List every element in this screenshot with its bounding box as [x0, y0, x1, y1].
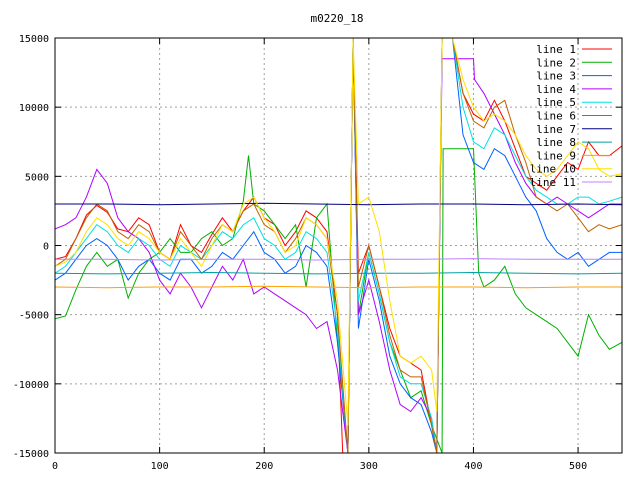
legend-label-7: line 7	[536, 123, 576, 136]
legend-label-4: line 4	[536, 83, 576, 96]
legend-label-3: line 3	[536, 70, 576, 83]
x-tick-label: 100	[151, 461, 169, 472]
x-tick-label: 0	[52, 461, 58, 472]
x-tick-label: 200	[255, 461, 273, 472]
series-line-9	[55, 285, 622, 289]
legend-label-5: line 5	[536, 96, 576, 109]
legend-label-8: line 8	[536, 136, 576, 149]
legend-label-2: line 2	[536, 56, 576, 69]
series-line-7	[55, 202, 622, 206]
legend-label-6: line 6	[536, 110, 576, 123]
y-tick-label: -15000	[13, 449, 49, 460]
y-tick-label: 0	[43, 242, 49, 253]
plot-frame	[54, 37, 623, 454]
axis-ticks: -15000 -10000 -5000 0 5000 10000 15000 0 100 200 3…	[13, 34, 622, 472]
series-line-11	[55, 258, 622, 261]
x-tick-label: 400	[464, 461, 482, 472]
chart-title: m0220_18	[311, 12, 364, 25]
grid	[55, 38, 622, 453]
legend-label-10: line 10	[530, 163, 576, 176]
series-line-1	[55, 38, 622, 453]
series-line-10	[55, 38, 622, 426]
series-line-4	[55, 38, 622, 453]
y-tick-label: 5000	[25, 172, 49, 183]
y-tick-label: 10000	[19, 103, 49, 114]
y-tick-label: 15000	[19, 34, 49, 45]
series-line-5	[55, 38, 622, 453]
legend-label-1: line 1	[536, 43, 576, 56]
y-tick-label: -5000	[19, 311, 49, 322]
x-tick-label: 300	[360, 461, 378, 472]
series-line-6	[55, 38, 622, 453]
legend-label-9: line 9	[536, 149, 576, 162]
series-line-3	[55, 38, 622, 453]
x-tick-label: 500	[569, 461, 587, 472]
y-tick-label: -10000	[13, 380, 49, 391]
legend-label-11: line 11	[530, 176, 576, 189]
series-group	[55, 38, 622, 453]
series-line-8	[55, 271, 622, 275]
